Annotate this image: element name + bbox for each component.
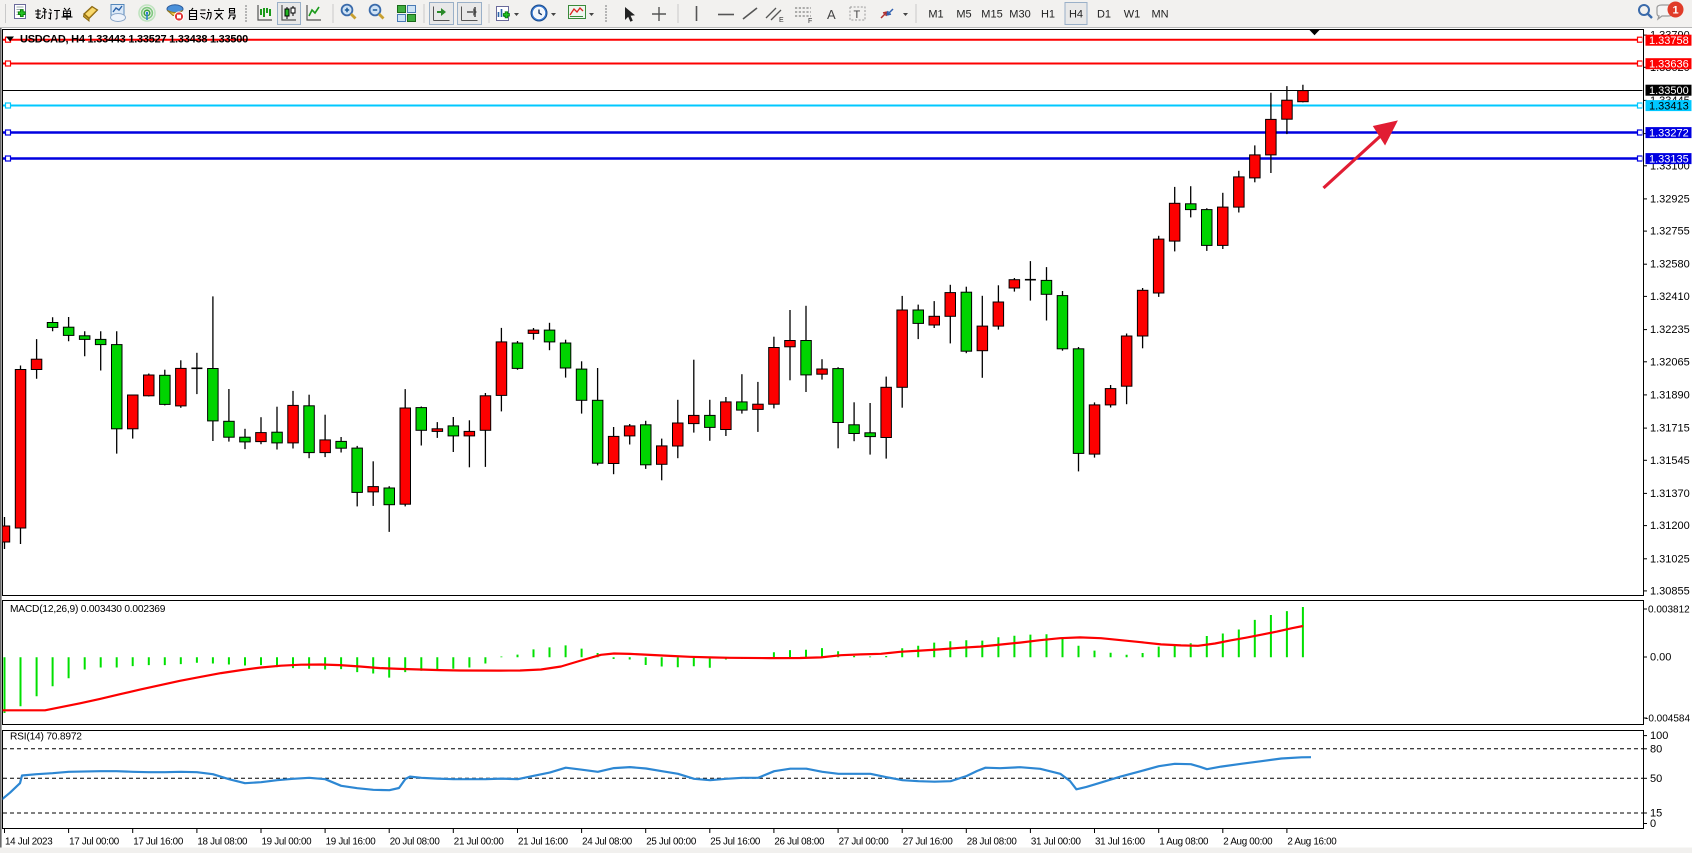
svg-text:27 Jul 00:00: 27 Jul 00:00 [839, 837, 890, 848]
svg-text:26 Jul 08:00: 26 Jul 08:00 [774, 837, 825, 848]
svg-text:31 Jul 16:00: 31 Jul 16:00 [1095, 837, 1146, 848]
svg-text:W1: W1 [1124, 9, 1141, 21]
svg-text:M30: M30 [1009, 9, 1030, 21]
svg-text:50: 50 [1650, 773, 1662, 785]
svg-text:M15: M15 [981, 9, 1002, 21]
svg-text:20 Jul 08:00: 20 Jul 08:00 [390, 837, 441, 848]
svg-text:D1: D1 [1097, 9, 1111, 21]
svg-text:80: 80 [1650, 743, 1662, 755]
svg-text:17 Jul 16:00: 17 Jul 16:00 [133, 837, 184, 848]
svg-text:25 Jul 00:00: 25 Jul 00:00 [646, 837, 697, 848]
svg-text:E: E [779, 17, 784, 24]
svg-text:100: 100 [1650, 730, 1668, 742]
svg-text:25 Jul 16:00: 25 Jul 16:00 [710, 837, 761, 848]
svg-text:H1: H1 [1041, 9, 1055, 21]
svg-text:1.32755: 1.32755 [1650, 226, 1690, 238]
svg-text:18 Jul 08:00: 18 Jul 08:00 [197, 837, 248, 848]
svg-text:-0.004584: -0.004584 [1645, 714, 1690, 725]
svg-text:1.30855: 1.30855 [1650, 585, 1690, 597]
svg-text:19 Jul 16:00: 19 Jul 16:00 [326, 837, 377, 848]
svg-text:21 Jul 16:00: 21 Jul 16:00 [518, 837, 569, 848]
svg-text:1: 1 [1672, 5, 1678, 17]
svg-text:14 Jul 2023: 14 Jul 2023 [5, 837, 53, 848]
svg-text:1.32235: 1.32235 [1650, 324, 1690, 336]
svg-text:1.31890: 1.31890 [1650, 389, 1690, 401]
svg-text:1.32065: 1.32065 [1650, 356, 1690, 368]
svg-text:1.33636: 1.33636 [1649, 59, 1689, 71]
svg-text:A: A [827, 7, 836, 22]
svg-text:1.31200: 1.31200 [1650, 520, 1690, 532]
svg-text:1.32925: 1.32925 [1650, 193, 1690, 205]
svg-text:1.33500: 1.33500 [1649, 85, 1689, 97]
svg-text:1.32410: 1.32410 [1650, 291, 1690, 303]
svg-text:15: 15 [1650, 808, 1662, 820]
svg-text:M1: M1 [928, 9, 943, 21]
svg-text:28 Jul 08:00: 28 Jul 08:00 [967, 837, 1018, 848]
svg-text:MN: MN [1151, 9, 1168, 21]
svg-text:RSI(14) 70.8972: RSI(14) 70.8972 [10, 732, 82, 743]
svg-text:1.31715: 1.31715 [1650, 423, 1690, 435]
svg-text:24 Jul 08:00: 24 Jul 08:00 [582, 837, 633, 848]
svg-text:1.31545: 1.31545 [1650, 455, 1690, 467]
svg-text:T: T [854, 9, 861, 21]
svg-text:0.00: 0.00 [1650, 652, 1671, 664]
svg-text:1.31370: 1.31370 [1650, 488, 1690, 500]
svg-text:17 Jul 00:00: 17 Jul 00:00 [69, 837, 120, 848]
svg-text:21 Jul 00:00: 21 Jul 00:00 [454, 837, 505, 848]
svg-text:USDCAD, H4 1.33443 1.33527 1.: USDCAD, H4 1.33443 1.33527 1.33438 1.335… [20, 34, 248, 46]
svg-text:1 Aug 08:00: 1 Aug 08:00 [1159, 837, 1209, 848]
svg-text:H4: H4 [1069, 9, 1083, 21]
svg-text:1.33272: 1.33272 [1649, 127, 1689, 139]
svg-text:1.33758: 1.33758 [1649, 35, 1689, 47]
svg-text:MACD(12,26,9) 0.003430 0.00236: MACD(12,26,9) 0.003430 0.002369 [10, 604, 166, 615]
svg-text:27 Jul 16:00: 27 Jul 16:00 [903, 837, 954, 848]
svg-text:M5: M5 [956, 9, 971, 21]
svg-text:2 Aug 00:00: 2 Aug 00:00 [1223, 837, 1273, 848]
svg-text:0: 0 [1650, 818, 1656, 830]
svg-text:F: F [808, 18, 812, 25]
svg-text:1.32580: 1.32580 [1650, 259, 1690, 271]
svg-text:1.33135: 1.33135 [1649, 153, 1689, 165]
svg-text:1.31025: 1.31025 [1650, 553, 1690, 565]
svg-text:31 Jul 00:00: 31 Jul 00:00 [1031, 837, 1082, 848]
svg-text:19 Jul 00:00: 19 Jul 00:00 [262, 837, 313, 848]
svg-text:1.33413: 1.33413 [1649, 100, 1689, 112]
svg-text:2 Aug 16:00: 2 Aug 16:00 [1287, 837, 1337, 848]
svg-text:0.003812: 0.003812 [1648, 605, 1690, 616]
